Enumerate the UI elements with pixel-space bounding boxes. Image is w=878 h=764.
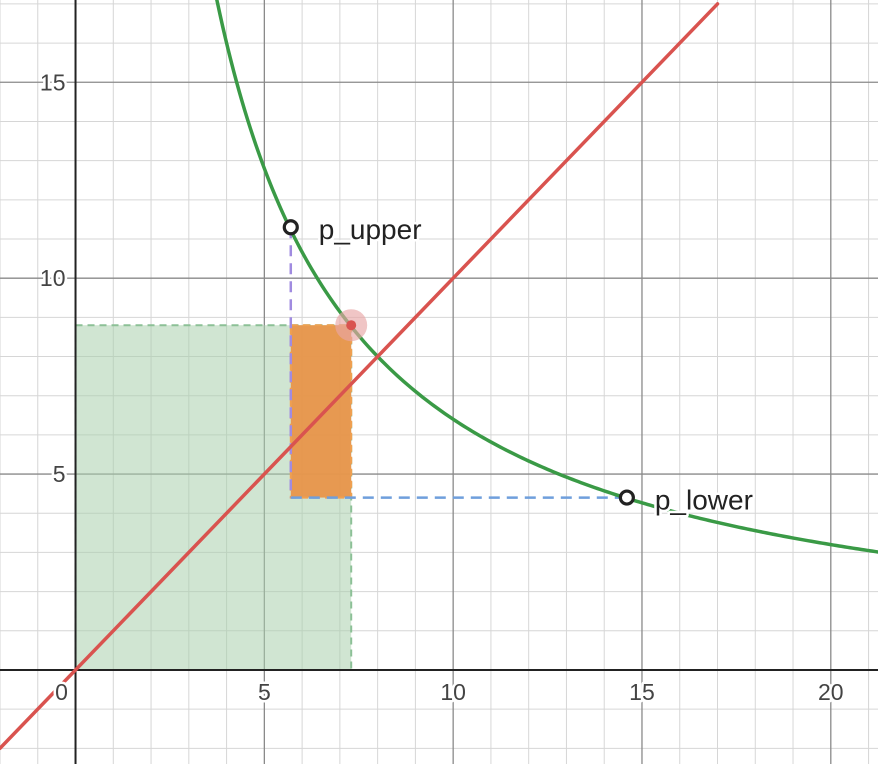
orange-rectangle-region [289,324,353,499]
hyperbola-curve [215,0,878,554]
intersection-point [346,320,357,331]
y-tick-label: 10 [40,265,66,291]
y-tick-label: 5 [53,461,66,487]
point-labels: p_upper p_lower [316,212,755,518]
y-tick-label: 15 [40,69,66,95]
p-upper-point [282,219,299,236]
x-tick-label: 10 [440,679,466,705]
p-lower-point [618,489,635,506]
x-tick-label: 0 [55,679,68,705]
dashed-guides [289,227,627,499]
x-tick-label: 15 [629,679,655,705]
p-upper-label: p_upper [319,214,422,245]
x-tick-label: 20 [818,679,844,705]
p-lower-label: p_lower [655,485,753,516]
shaded-regions [74,324,353,671]
x-tick-label: 5 [258,679,271,705]
tick-labels: 0 5 10 15 20 5 10 15 [37,67,846,708]
points [282,219,635,506]
diagonal-line [0,2,720,751]
